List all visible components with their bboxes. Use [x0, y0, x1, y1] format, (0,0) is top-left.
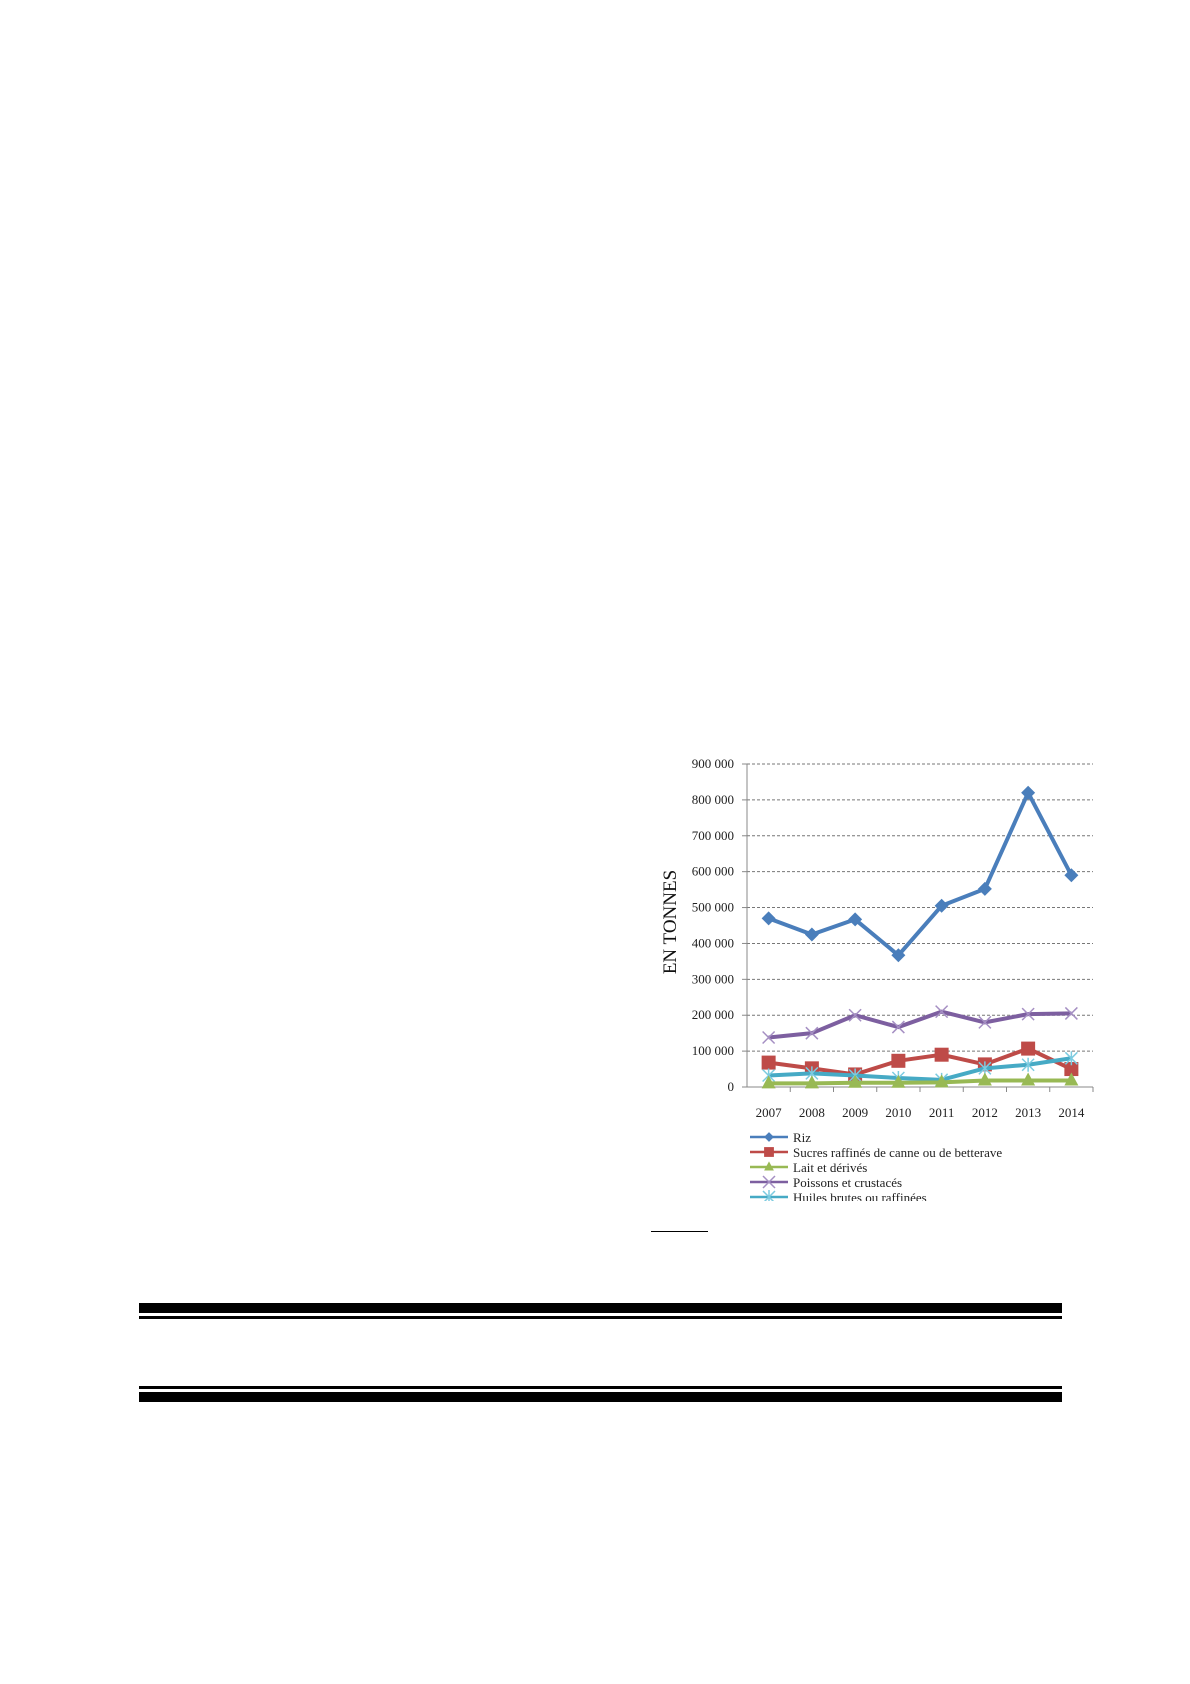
x-tick-label: 2008	[799, 1105, 825, 1120]
series-line	[768, 1078, 1072, 1086]
series-riz	[761, 785, 1079, 963]
legend-label: Huiles brutes ou raffinées	[793, 1190, 927, 1205]
data-point	[1064, 1051, 1078, 1066]
y-tick-label: 400 000	[692, 935, 734, 950]
legend-item: Riz	[750, 1130, 811, 1145]
legend-marker	[764, 1161, 774, 1171]
data-point	[761, 911, 776, 926]
data-point	[1021, 1041, 1036, 1056]
footnote-separator	[651, 1231, 708, 1232]
legend-label: Riz	[793, 1130, 811, 1145]
data-point	[1064, 1072, 1079, 1086]
y-tick-label: 200 000	[692, 1007, 734, 1022]
x-tick-label: 2011	[929, 1105, 955, 1120]
data-point	[761, 1055, 776, 1070]
data-point	[1064, 1062, 1079, 1077]
data-point	[891, 1053, 906, 1068]
x-tick-label: 2012	[972, 1105, 998, 1120]
data-point	[848, 1008, 862, 1022]
x-tick-label: 2010	[885, 1105, 911, 1120]
y-tick-label: 800 000	[692, 792, 734, 807]
data-point	[804, 927, 819, 942]
legend-label: Sucres raffinés de canne ou de betterave	[793, 1145, 1002, 1160]
data-point	[977, 1072, 992, 1086]
data-point	[762, 1030, 776, 1045]
series-line	[768, 1009, 1072, 1040]
legend-item: Huiles brutes ou raffinées	[750, 1190, 927, 1205]
x-tick-label: 2013	[1015, 1105, 1041, 1120]
data-point	[1021, 1007, 1035, 1021]
data-point	[978, 1015, 992, 1029]
data-point	[891, 1020, 905, 1034]
data-point	[1064, 1006, 1078, 1020]
series-line	[768, 1046, 1073, 1077]
data-point	[935, 1005, 949, 1019]
data-point	[977, 881, 992, 896]
legend-marker	[764, 1147, 774, 1157]
series-line	[768, 1056, 1072, 1082]
data-point	[848, 1074, 863, 1088]
data-point	[1021, 785, 1036, 800]
data-point	[934, 1074, 949, 1088]
legend-item: Poissons et crustacés	[750, 1175, 902, 1190]
data-point	[1064, 868, 1079, 883]
legend-item: Lait et dérivés	[750, 1160, 867, 1175]
legend-marker	[762, 1190, 776, 1201]
y-tick-label: 500 000	[692, 900, 734, 915]
data-point	[934, 1047, 949, 1062]
bottom-border-thick	[139, 1392, 1062, 1402]
bottom-border-thin	[139, 1386, 1062, 1389]
legend-item: Sucres raffinés de canne ou de betterave	[750, 1145, 1002, 1160]
x-tick-label: 2009	[842, 1105, 868, 1120]
data-point	[848, 912, 863, 927]
series-poissons	[762, 1005, 1078, 1045]
data-point	[805, 1026, 819, 1040]
top-border-thin	[139, 1316, 1062, 1319]
series-line	[767, 790, 1074, 958]
data-point	[761, 1075, 776, 1089]
data-point	[804, 1075, 819, 1089]
data-point	[891, 948, 906, 963]
data-point	[1021, 1072, 1036, 1086]
legend-label: Poissons et crustacés	[793, 1175, 902, 1190]
x-tick-label: 2014	[1058, 1105, 1085, 1120]
y-tick-label: 300 000	[692, 971, 734, 986]
y-tick-label: 600 000	[692, 864, 734, 879]
data-point	[891, 1074, 906, 1088]
legend-label: Lait et dérivés	[793, 1160, 867, 1175]
y-tick-label: 700 000	[692, 828, 734, 843]
y-tick-label: 0	[728, 1079, 735, 1094]
x-tick-label: 2007	[756, 1105, 783, 1120]
legend-marker	[762, 1175, 776, 1189]
y-axis-label: EN TONNES	[660, 870, 681, 974]
data-point	[1021, 1057, 1035, 1072]
legend-marker	[764, 1132, 774, 1142]
y-tick-label: 900 000	[692, 756, 734, 771]
series-lait	[761, 1072, 1079, 1089]
top-border-thick	[139, 1303, 1062, 1313]
data-point	[934, 898, 949, 913]
y-tick-label: 100 000	[692, 1043, 734, 1058]
